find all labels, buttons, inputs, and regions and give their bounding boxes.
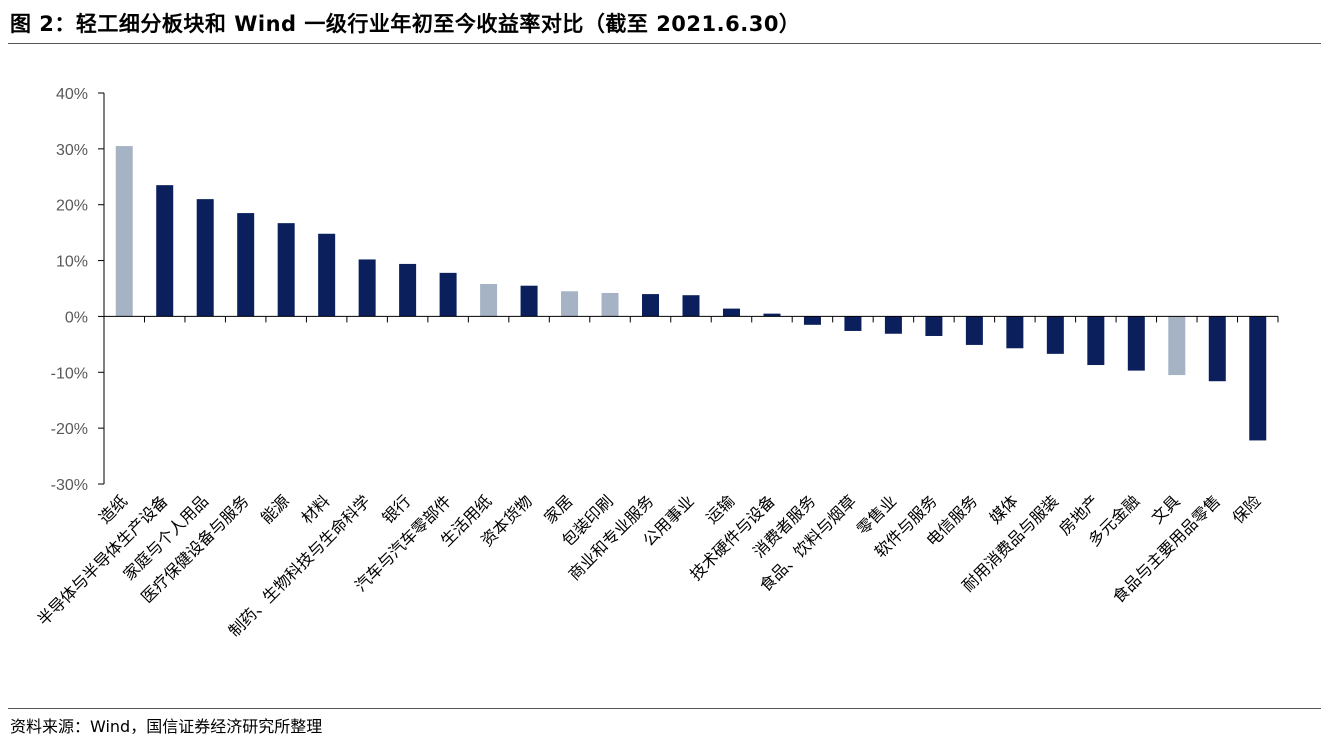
bar-21 (925, 316, 943, 336)
y-tick-labels: 40% 30% 20% 10% 0% -10% -20% -30% (51, 86, 88, 494)
axes-group (98, 92, 1279, 485)
bar-5 (277, 223, 295, 317)
bar-28 (1208, 316, 1226, 382)
bar-19 (844, 316, 862, 331)
source-note: 资料来源：Wind，国信证券经济研究所整理 (10, 717, 323, 736)
x-tick-label: 保险 (1229, 491, 1265, 527)
top-rule (8, 43, 1321, 44)
bar-23 (1006, 316, 1024, 349)
y-tick-label: 40% (56, 86, 88, 103)
bar-2 (156, 185, 174, 317)
bar-18 (803, 316, 821, 325)
y-tick-label: 0% (65, 309, 88, 326)
bar-7 (358, 259, 376, 317)
x-tick-label: 能源 (257, 491, 293, 527)
x-tick-label: 造纸 (95, 491, 131, 527)
y-tick-label: 20% (56, 198, 88, 215)
bar-29 (1249, 316, 1267, 441)
bar-24 (1046, 316, 1064, 354)
bar-25 (1087, 316, 1105, 366)
bar-4 (237, 213, 255, 317)
bar-chart: 40% 30% 20% 10% 0% -10% -20% -30% 造纸半导体与半导体生产设备… (34, 86, 1279, 641)
x-tick-label: 运输 (702, 491, 738, 527)
bar-11 (520, 285, 538, 317)
bar-3 (196, 199, 214, 317)
y-tick-label: -20% (51, 421, 88, 438)
x-tick-label: 媒体 (986, 491, 1022, 527)
x-tick-label: 家居 (540, 491, 576, 527)
x-tick-label: 材料 (297, 491, 333, 527)
bar-1 (115, 146, 133, 317)
y-tick-label: 10% (56, 254, 88, 271)
bar-26 (1127, 316, 1145, 371)
bar-15 (682, 295, 700, 317)
x-tick-label: 银行 (378, 491, 414, 527)
bottom-rule (8, 708, 1321, 709)
bar-16 (722, 308, 740, 317)
bar-6 (318, 233, 336, 317)
bar-12 (561, 291, 579, 317)
y-tick-label: 30% (56, 142, 88, 159)
bar-22 (965, 316, 983, 345)
bar-10 (480, 284, 498, 317)
chart-title: 图 2：轻工细分板块和 Wind 一级行业年初至今收益率对比（截至 2021.6… (10, 12, 801, 36)
bar-9 (439, 272, 457, 317)
bar-8 (399, 263, 417, 317)
y-tick-label: -10% (51, 365, 88, 382)
y-tick-label: -30% (51, 477, 88, 494)
bar-13 (601, 292, 619, 317)
bar-20 (884, 316, 902, 334)
bars-group (115, 146, 1267, 441)
bar-14 (642, 294, 660, 317)
bar-17 (763, 313, 781, 317)
bar-27 (1168, 316, 1186, 376)
x-tick-label: 文具 (1148, 491, 1184, 527)
